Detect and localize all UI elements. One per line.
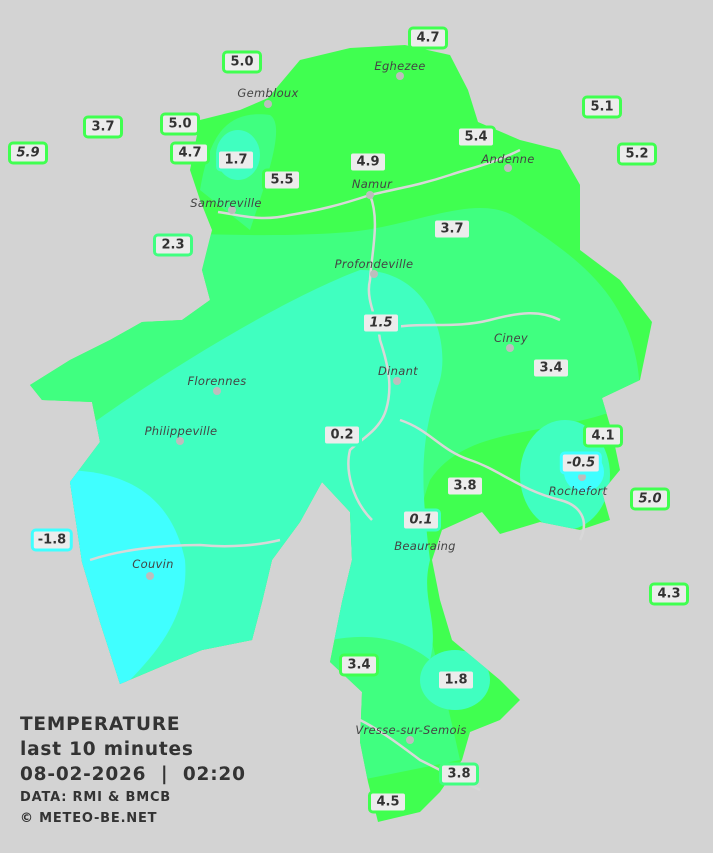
station-reading: 4.7 <box>170 141 210 165</box>
station-reading: 3.8 <box>439 762 479 786</box>
station-reading: 0.1 <box>401 508 441 532</box>
town-label: Vresse-sur-Semois <box>355 723 467 737</box>
station-reading: 5.0 <box>160 112 200 136</box>
town-label: Gembloux <box>237 86 299 100</box>
station-reading: 3.8 <box>445 474 485 498</box>
station-reading: 3.4 <box>339 653 379 677</box>
town-label: Profondeville <box>334 257 414 271</box>
town-label: Namur <box>351 177 393 191</box>
station-reading: 4.3 <box>649 582 689 606</box>
town-label: Philippeville <box>144 424 218 438</box>
station-reading: 3.4 <box>531 356 571 380</box>
station-reading: 3.7 <box>83 115 123 139</box>
legend-copyright: © METEO-BE.NET <box>20 811 158 826</box>
town-label: Couvin <box>132 557 174 571</box>
station-reading: 4.9 <box>348 150 388 174</box>
town-label: Rochefort <box>548 484 608 498</box>
station-reading: 2.3 <box>153 233 193 257</box>
legend-title: TEMPERATURE <box>20 714 181 735</box>
map-legend: TEMPERATURE last 10 minutes 08-02-2026 |… <box>20 712 246 829</box>
legend-data-source: DATA: RMI & BMCB <box>20 790 171 805</box>
station-reading: 5.5 <box>262 168 302 192</box>
station-reading: 4.1 <box>583 424 623 448</box>
station-reading: 4.7 <box>408 26 448 50</box>
station-reading: 5.0 <box>222 50 262 74</box>
station-reading: 1.5 <box>361 311 401 335</box>
station-reading: 0.2 <box>322 423 362 447</box>
town-label: Sambreville <box>190 196 262 210</box>
town-label: Andenne <box>481 152 535 166</box>
station-reading: -0.5 <box>559 451 603 475</box>
town-label: Ciney <box>494 331 528 345</box>
station-reading: 1.8 <box>436 668 476 692</box>
legend-period: last 10 minutes <box>20 739 194 760</box>
station-reading: 1.7 <box>216 148 256 172</box>
station-reading: -1.8 <box>30 528 74 552</box>
town-label: Dinant <box>378 364 418 378</box>
station-reading: 4.5 <box>368 790 408 814</box>
station-reading: 5.0 <box>630 487 670 511</box>
town-label: Beauraing <box>394 539 456 553</box>
station-reading: 5.9 <box>8 141 48 165</box>
town-label: Florennes <box>187 374 247 388</box>
town-label: Eghezee <box>374 59 426 73</box>
legend-datetime: 08-02-2026 | 02:20 <box>20 764 246 785</box>
station-reading: 5.4 <box>456 125 496 149</box>
station-reading: 3.7 <box>432 217 472 241</box>
station-reading: 5.1 <box>582 95 622 119</box>
station-reading: 5.2 <box>617 142 657 166</box>
